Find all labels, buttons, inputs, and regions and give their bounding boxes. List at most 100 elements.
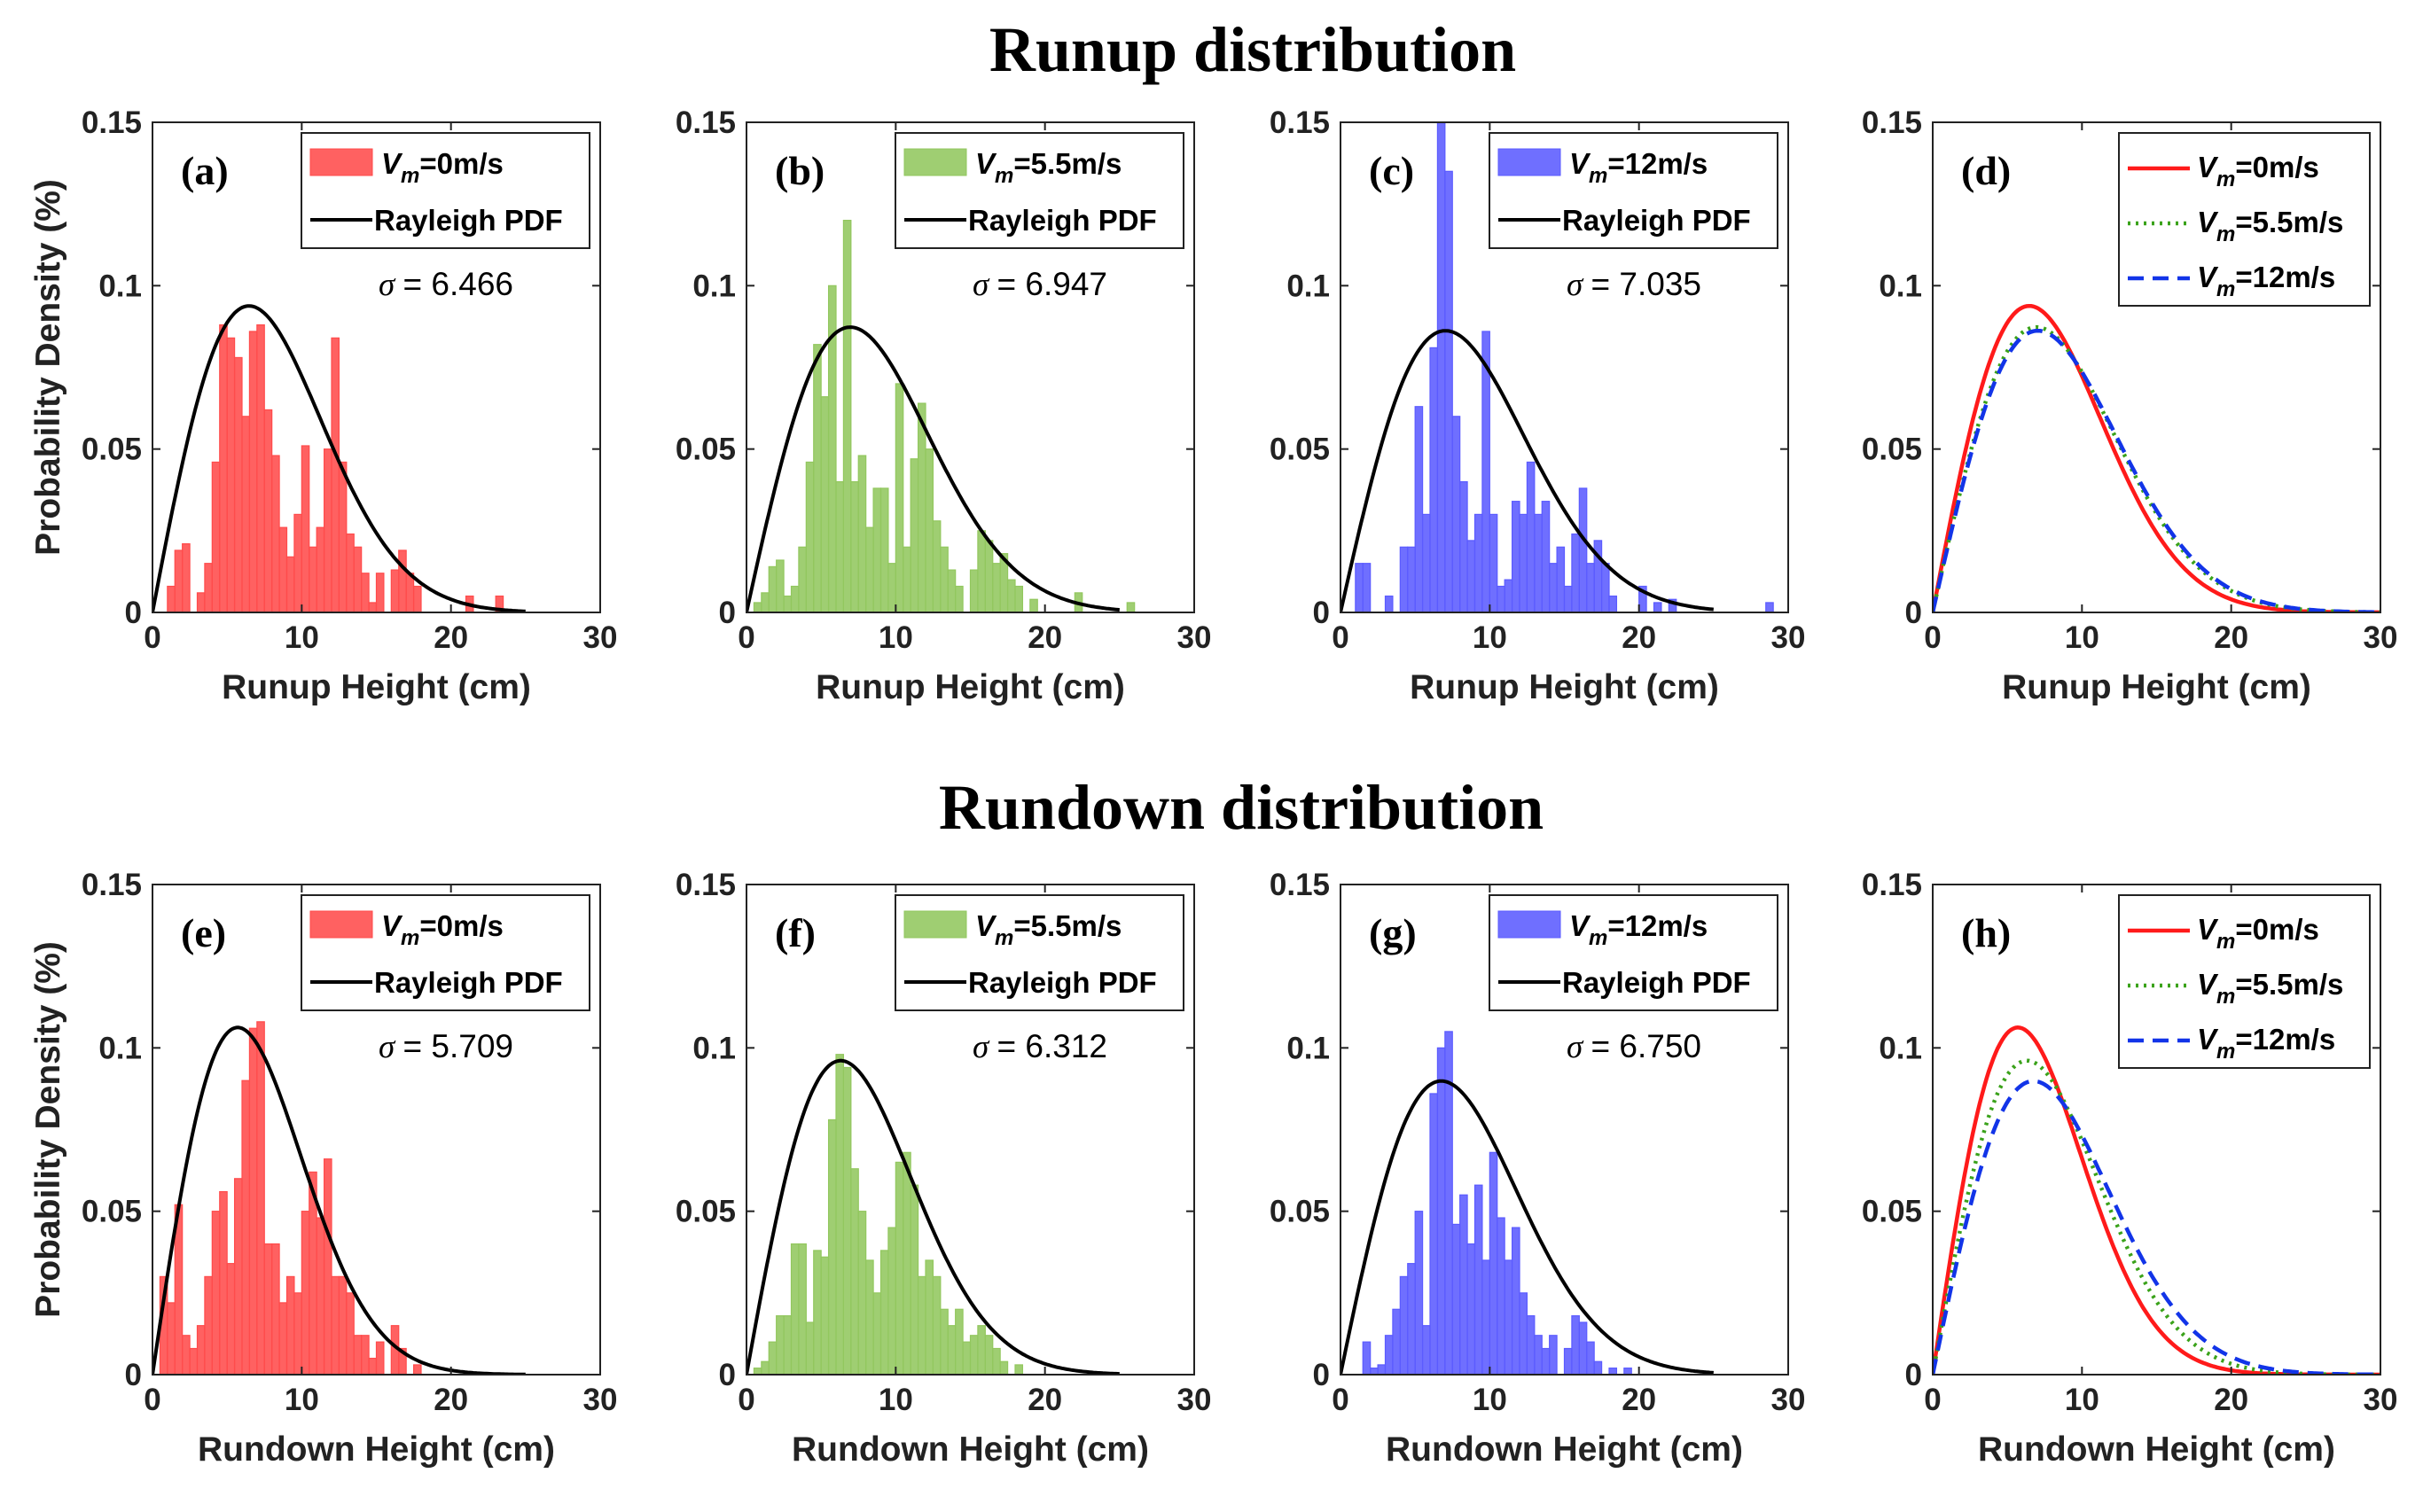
histogram-bar xyxy=(1519,513,1528,612)
axes-frame xyxy=(746,884,1195,1376)
y-tick-label: 0.1 xyxy=(1286,269,1330,303)
histogram-bar xyxy=(1608,595,1618,612)
histogram-bar xyxy=(842,1066,852,1375)
histogram-bar xyxy=(309,546,317,612)
histogram-bar xyxy=(211,1211,221,1375)
histogram-bar xyxy=(932,1275,942,1375)
histogram-bar xyxy=(398,1347,407,1375)
histogram-bar xyxy=(390,569,400,612)
histogram-bar xyxy=(1653,602,1662,612)
y-tick-label: 0 xyxy=(125,1358,142,1392)
histogram-bar xyxy=(865,1259,874,1375)
x-tick-label: 30 xyxy=(2364,1383,2398,1417)
y-tick-label: 0.05 xyxy=(676,1195,736,1229)
histogram-bar xyxy=(1497,1217,1505,1375)
series-line-1 xyxy=(1933,324,2380,612)
y-tick-label: 0 xyxy=(1313,596,1330,630)
axes-frame xyxy=(1340,121,1789,613)
histogram-bar xyxy=(827,284,837,612)
histogram-bar xyxy=(798,546,807,612)
histogram-bar xyxy=(368,602,378,612)
histogram-bar xyxy=(879,487,889,612)
y-tick-label: 0.1 xyxy=(1286,1031,1330,1065)
legend-entry-speed: Vm=0m/s xyxy=(381,147,504,188)
histogram-bar xyxy=(1377,1364,1387,1375)
rayleigh-pdf-curve xyxy=(152,304,526,612)
histogram-bar xyxy=(790,585,800,612)
panel-f: 0 10 20 30 0 0.05 0.1 0.15 Rundown Height (cm) (f… xyxy=(676,868,1212,1469)
x-tick-label: 10 xyxy=(1473,1383,1507,1417)
histogram-bar xyxy=(1571,1315,1580,1375)
y-tick-label: 0 xyxy=(1905,596,1922,630)
panel-a: 0 10 20 30 0 0.05 0.1 0.15 Runup Height (cm) Prob… xyxy=(29,105,617,706)
y-tick-label: 0.15 xyxy=(1862,105,1922,140)
histogram-bar xyxy=(375,573,385,612)
x-tick-label: 20 xyxy=(434,620,468,655)
sigma-annotation: σ = 6.947 xyxy=(973,266,1107,303)
sigma-annotation: σ = 6.312 xyxy=(973,1028,1107,1065)
legend-entry-pdf: Rayleigh PDF xyxy=(1562,204,1751,237)
legend-entry-pdf: Rayleigh PDF xyxy=(374,204,563,237)
histogram-bar xyxy=(940,1308,949,1375)
histogram-bar xyxy=(857,1211,867,1375)
histogram-bar xyxy=(1526,1315,1536,1375)
histogram-bar xyxy=(405,573,415,612)
histogram-bar xyxy=(1608,1368,1618,1375)
histogram-bar xyxy=(412,1364,422,1375)
sigma-annotation: σ = 7.035 xyxy=(1567,266,1701,303)
x-tick-label: 10 xyxy=(285,1383,319,1417)
histogram-bar xyxy=(1586,1341,1595,1375)
histogram-bar xyxy=(1126,602,1136,612)
histogram-bar xyxy=(992,1347,1001,1375)
y-tick-label: 0.05 xyxy=(676,433,736,467)
y-tick-label: 0.1 xyxy=(1879,269,1922,303)
histogram-bar xyxy=(278,526,288,612)
histogram-bar xyxy=(167,1302,176,1375)
histogram-bar xyxy=(1578,1321,1588,1375)
sigma-annotation: σ = 6.466 xyxy=(379,266,513,303)
x-axis-label: Rundown Height (cm) xyxy=(1386,1430,1743,1469)
axes-frame xyxy=(1932,121,2381,613)
axes-frame xyxy=(746,121,1195,613)
y-tick-label: 0.1 xyxy=(692,269,736,303)
legend-entry-speed: Vm=5.5m/s xyxy=(2197,206,2343,246)
histogram-bar xyxy=(798,1243,807,1375)
histogram-bar xyxy=(1421,1325,1431,1375)
histogram-bar xyxy=(361,1335,370,1375)
x-tick-label: 30 xyxy=(1177,620,1212,655)
histogram-bar xyxy=(887,563,896,612)
histogram-bar xyxy=(1014,585,1024,612)
series-line-2 xyxy=(1933,328,2380,612)
histogram-bar xyxy=(977,1325,986,1375)
histogram-bar xyxy=(1586,563,1595,612)
x-tick-label: 10 xyxy=(2065,620,2099,655)
histogram-bar xyxy=(1534,513,1543,612)
histogram-bar xyxy=(835,480,845,612)
histogram-bar xyxy=(776,559,785,612)
x-tick-label: 20 xyxy=(2214,620,2248,655)
histogram-bar xyxy=(879,1250,889,1375)
histogram-bar xyxy=(753,1368,762,1375)
panel-label: (c) xyxy=(1369,148,1414,193)
y-tick-label: 0.15 xyxy=(82,105,142,140)
histogram-bar xyxy=(820,396,830,612)
y-tick-label: 0.05 xyxy=(1270,433,1330,467)
histogram-bar xyxy=(1504,1259,1513,1375)
panel-b: 0 10 20 30 0 0.05 0.1 0.15 Runup Height (cm) (b) V… xyxy=(676,105,1212,706)
legend-entry-pdf: Rayleigh PDF xyxy=(374,966,563,999)
histogram-bar xyxy=(1014,1364,1024,1375)
runup-title: Runup distribution xyxy=(989,14,1516,85)
histogram-bar xyxy=(1541,1347,1551,1375)
histogram-bar xyxy=(969,569,979,612)
legend-swatch-bar xyxy=(309,148,373,176)
histogram-bar xyxy=(331,1275,340,1375)
x-tick-label: 20 xyxy=(1622,620,1656,655)
histogram-bar xyxy=(776,1315,785,1375)
histogram-bar xyxy=(917,402,926,612)
x-tick-label: 0 xyxy=(144,620,160,655)
y-tick-label: 0.05 xyxy=(1270,1195,1330,1229)
series-line-0 xyxy=(1933,303,2380,612)
histogram-bar xyxy=(412,585,422,612)
x-tick-label: 20 xyxy=(434,1383,468,1417)
histogram-bar xyxy=(1511,1227,1520,1375)
